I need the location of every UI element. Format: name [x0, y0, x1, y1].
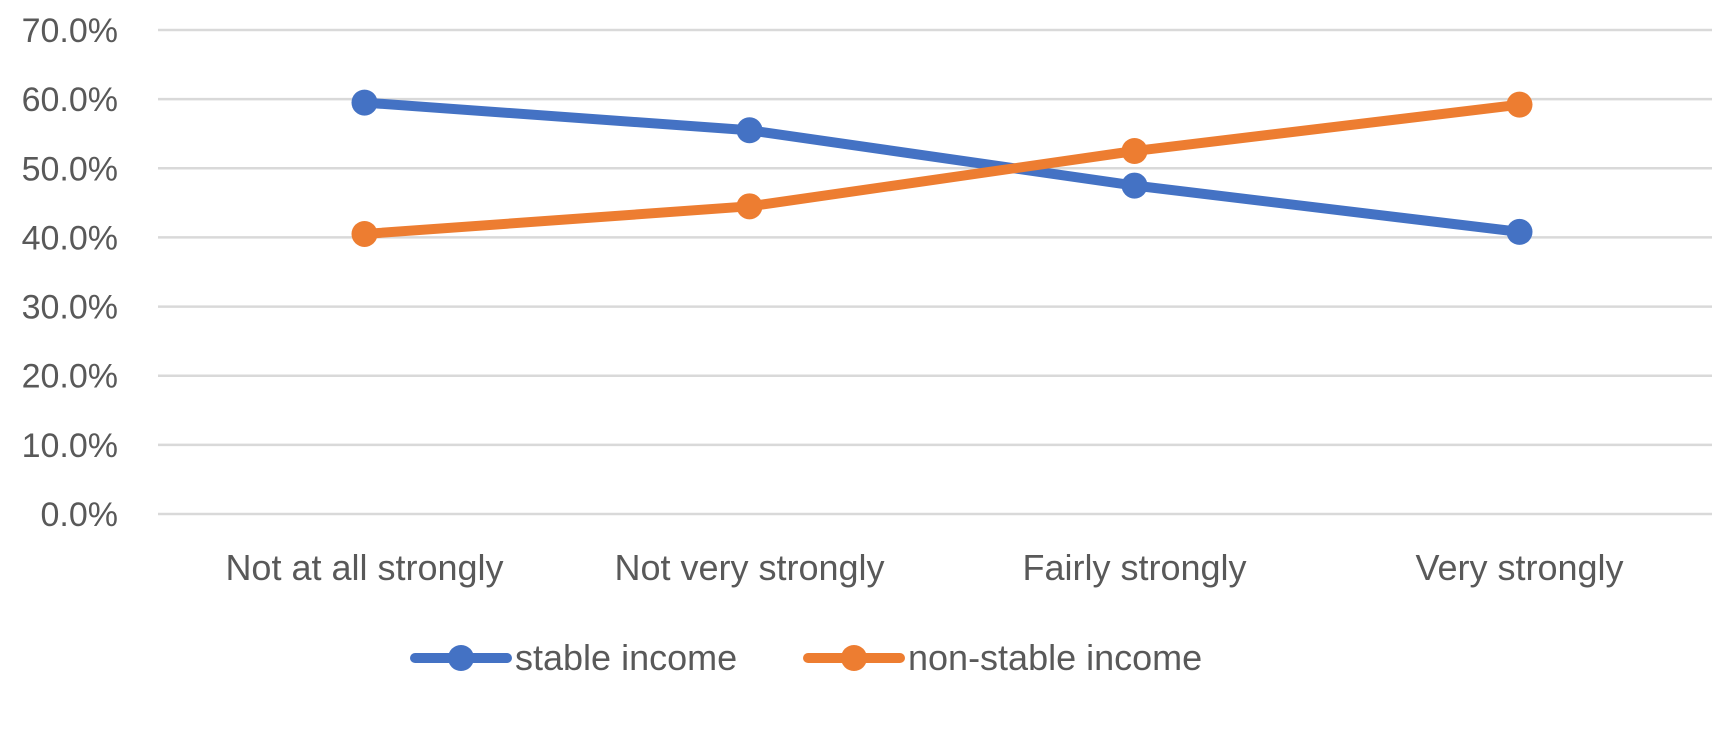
- data-point: [1121, 172, 1148, 199]
- legend: stable income non-stable income: [410, 637, 1202, 678]
- legend-marker: [841, 645, 867, 671]
- series-1: [351, 89, 1533, 245]
- legend-label: stable income: [515, 637, 737, 678]
- data-point: [1121, 138, 1148, 164]
- legend-marker: [448, 645, 474, 671]
- series-2: [351, 91, 1533, 247]
- data-point: [1506, 91, 1533, 118]
- series-lines: [351, 89, 1533, 247]
- x-tick-label: Not at all strongly: [225, 547, 503, 588]
- y-tick-label: 20.0%: [22, 358, 118, 396]
- y-tick-label: 70.0%: [22, 12, 118, 50]
- data-point: [736, 193, 763, 220]
- y-tick-label: 60.0%: [22, 81, 118, 119]
- x-tick-label: Very strongly: [1415, 547, 1623, 588]
- series-line: [359, 97, 1525, 237]
- data-point: [351, 220, 378, 247]
- legend-label: non-stable income: [908, 637, 1202, 678]
- x-axis-tick-labels: Not at all strongly Not very strongly Fair…: [225, 547, 1623, 588]
- legend-item: stable income: [410, 637, 737, 678]
- x-tick-label: Fairly strongly: [1022, 547, 1246, 588]
- series-line: [359, 99, 1525, 239]
- y-axis-tick-labels: 0.0% 10.0% 20.0% 30.0% 40.0% 50.0% 60.0% 70.0%: [22, 12, 118, 534]
- data-point: [351, 89, 378, 116]
- data-point: [1506, 218, 1533, 245]
- gridlines: [158, 28, 1712, 516]
- y-tick-label: 0.0%: [41, 496, 119, 534]
- y-tick-label: 30.0%: [22, 289, 118, 327]
- x-tick-label: Not very strongly: [614, 547, 884, 588]
- data-point: [736, 117, 763, 144]
- legend-item: non-stable income: [803, 637, 1202, 678]
- y-tick-label: 40.0%: [22, 219, 118, 257]
- y-tick-label: 10.0%: [22, 427, 118, 465]
- y-tick-label: 50.0%: [22, 150, 118, 188]
